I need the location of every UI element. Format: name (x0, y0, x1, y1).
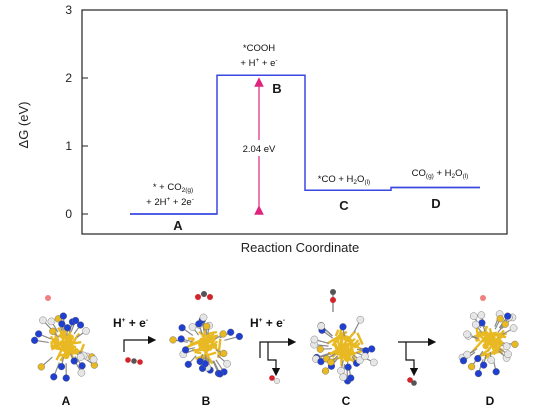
state-c-line1: *CO + H2O(l) (318, 174, 370, 186)
state-b-line1: *COOH (243, 43, 275, 54)
y-tick-label: 3 (65, 3, 72, 17)
step-arrow-2 (259, 337, 297, 385)
cluster-a (31, 295, 98, 382)
cluster-b (169, 291, 243, 378)
energy-profile (130, 74, 480, 215)
y-axis-ticks: 0 1 2 3 (65, 3, 88, 221)
cluster-label-b: B (202, 394, 211, 408)
reaction-scheme: H+ + e- H+ + e- A B C D (31, 289, 519, 408)
y-tick-label: 0 (65, 207, 72, 221)
y-tick-label: 2 (65, 71, 72, 85)
step-label-1: H+ + e- (113, 316, 148, 330)
stage-label-d: D (431, 196, 440, 211)
state-b-line2: + H+ + e- (240, 57, 277, 69)
y-tick-label: 1 (65, 139, 72, 153)
cluster-d (458, 295, 519, 378)
step-label-2: H+ + e- (250, 316, 285, 330)
cluster-label-c: C (342, 394, 351, 408)
y-axis-label: ΔG (eV) (16, 102, 31, 149)
step-arrow-3 (398, 337, 437, 386)
energy-gap-label: 2.04 eV (243, 144, 276, 155)
cluster-label-d: D (486, 394, 495, 408)
cluster-c (310, 289, 378, 385)
cluster-label-a: A (62, 394, 71, 408)
stage-label-b: B (272, 81, 281, 96)
energy-chart: 0 1 2 3 ΔG (eV) Reaction Coordinate 2.04 eV… (16, 3, 508, 255)
state-a-line1: * + CO2(g) (153, 182, 193, 194)
state-a-line2: + 2H+ + 2e- (146, 196, 194, 208)
stage-label-a: A (173, 218, 183, 233)
state-d-line1: CO(g) + H2O(l) (412, 168, 469, 180)
x-axis-label: Reaction Coordinate (241, 240, 360, 255)
gap-label-bg (233, 140, 285, 156)
plot-frame (81, 9, 508, 235)
stage-label-c: C (339, 198, 349, 213)
step-arrow-1 (123, 335, 157, 365)
